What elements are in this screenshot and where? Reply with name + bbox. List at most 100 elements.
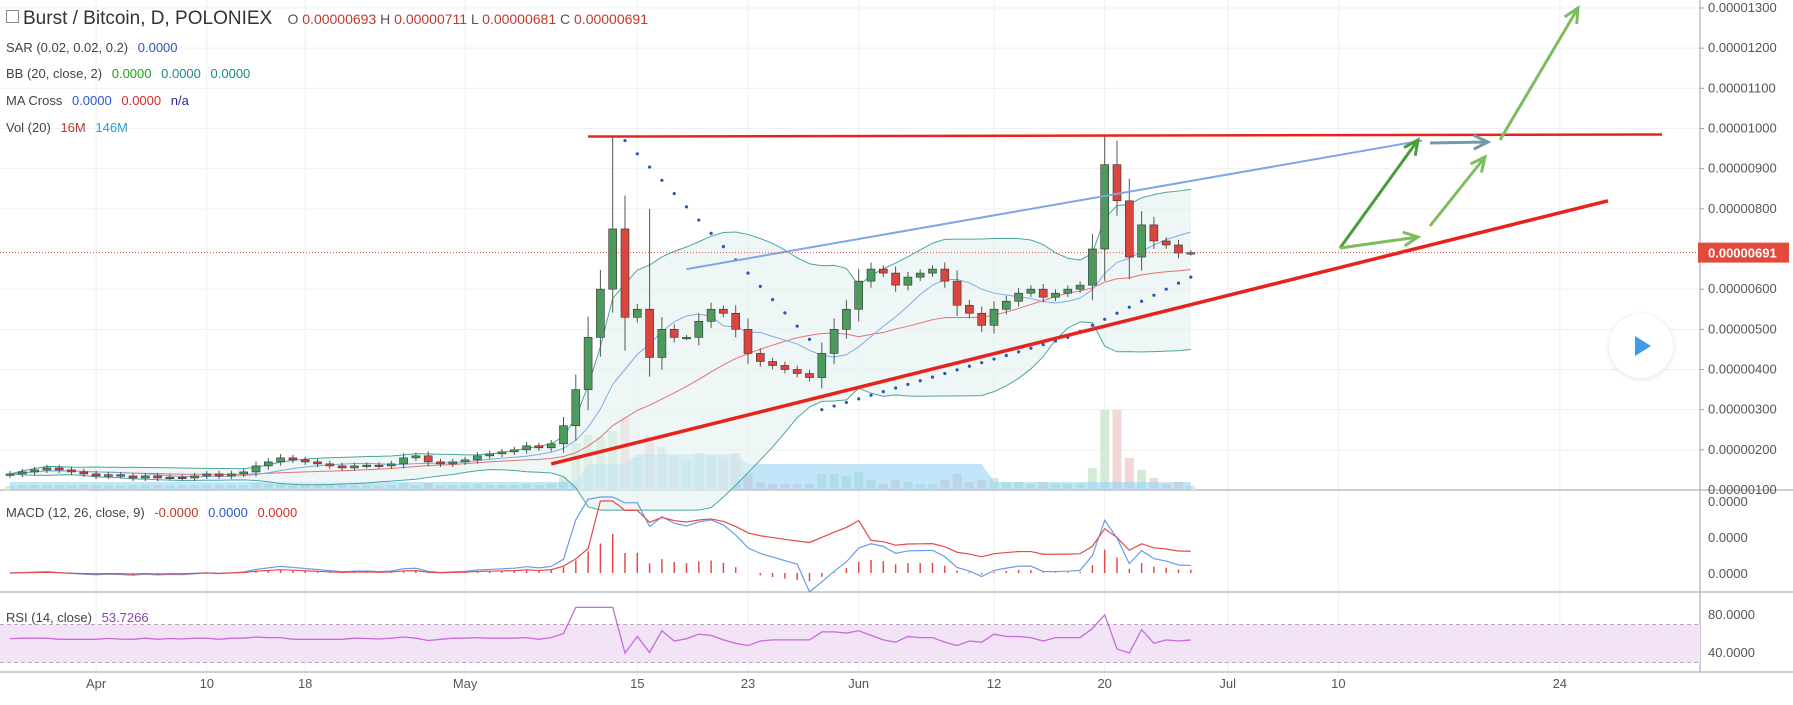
- legend-sar[interactable]: SAR (0.02, 0.02, 0.2) 0.0000: [6, 40, 184, 55]
- candle-body: [67, 469, 76, 473]
- y-tick-label: 0.00000100: [1708, 482, 1777, 497]
- candle: [1063, 285, 1073, 297]
- candle: [780, 361, 790, 374]
- arrow-shaft: [1428, 156, 1487, 227]
- candle: [571, 374, 581, 441]
- candle-body: [276, 457, 285, 463]
- sar-dot: [648, 165, 652, 169]
- ma-cross-label: MA Cross: [6, 93, 63, 108]
- sar-dot: [746, 271, 750, 275]
- candle: [952, 270, 962, 317]
- candle-body: [1088, 248, 1097, 286]
- candle-body: [891, 272, 900, 286]
- close-value: 0.00000691: [574, 11, 648, 27]
- candle-body: [878, 268, 888, 274]
- y-tick-label: 0.00000500: [1708, 321, 1777, 336]
- sar-dot: [869, 393, 873, 397]
- candle: [706, 302, 716, 328]
- candle-body: [1075, 284, 1085, 290]
- candle: [768, 357, 777, 370]
- current-price-badge: [1698, 242, 1789, 263]
- candle: [214, 470, 224, 480]
- sar-dot: [721, 244, 726, 249]
- legend-rsi[interactable]: RSI (14, close) 53.7266: [6, 610, 155, 625]
- legend-vol[interactable]: Vol (20) 16M 146M: [6, 120, 134, 135]
- candle: [583, 316, 593, 411]
- candle: [54, 464, 64, 474]
- candle-body: [1026, 288, 1036, 294]
- play-replay-button[interactable]: [1609, 314, 1673, 378]
- candle-body: [559, 425, 568, 445]
- candle: [30, 466, 39, 476]
- candle: [239, 468, 248, 478]
- arrow-shaft: [1339, 235, 1419, 250]
- candle: [1149, 216, 1159, 249]
- candle: [866, 262, 876, 288]
- candle: [386, 460, 396, 470]
- candle: [1161, 237, 1171, 249]
- symbol-title[interactable]: Burst / Bitcoin, D, POLONIEX: [23, 8, 273, 29]
- candle: [436, 458, 445, 468]
- candle: [546, 439, 556, 452]
- y-tick-label: 0.00000800: [1708, 201, 1777, 216]
- sar-dot: [857, 397, 861, 401]
- candle-body: [288, 457, 298, 461]
- candle: [177, 474, 187, 481]
- x-tick-label: May: [453, 676, 478, 691]
- candle-body: [104, 474, 113, 477]
- candle: [116, 471, 125, 479]
- candle-body: [854, 280, 864, 310]
- candle: [288, 454, 298, 463]
- candle-body: [165, 476, 175, 479]
- sar-dot: [783, 311, 787, 315]
- candle-body: [706, 308, 716, 322]
- candle: [755, 348, 765, 367]
- candle-body: [214, 473, 224, 477]
- legend-ma-cross[interactable]: MA Cross 0.0000 0.0000 n/a: [6, 93, 195, 108]
- candle: [313, 458, 322, 468]
- candle: [460, 456, 470, 465]
- sar-dot: [1090, 323, 1094, 327]
- candle-body: [263, 461, 273, 467]
- candle: [645, 208, 654, 377]
- bb-basis-value: 0.0000: [111, 66, 152, 81]
- x-tick-label: 12: [987, 676, 1001, 691]
- candle: [620, 195, 630, 351]
- candle-body: [866, 268, 876, 282]
- candle-body: [694, 320, 704, 338]
- candle: [411, 452, 421, 461]
- candle: [1088, 233, 1097, 301]
- candle: [669, 324, 679, 343]
- vol-ma-value: 146M: [95, 120, 128, 135]
- low-label: L: [470, 11, 479, 27]
- high-label: H: [380, 11, 391, 27]
- legend-macd[interactable]: MACD (12, 26, close, 9) -0.0000 0.0000 0…: [6, 505, 303, 520]
- candle-body: [743, 329, 753, 354]
- collapse-checkbox-icon[interactable]: [6, 10, 19, 23]
- play-icon: [1635, 336, 1651, 356]
- candle: [128, 472, 138, 482]
- sar-value: 0.0000: [137, 40, 178, 55]
- arrow-head: [1563, 5, 1580, 25]
- arrow-head: [1402, 230, 1422, 248]
- vol-label: Vol (20): [6, 120, 51, 135]
- legend-bb[interactable]: BB (20, close, 2) 0.0000 0.0000 0.0000: [6, 66, 256, 81]
- sar-dot: [1164, 287, 1168, 291]
- candle-body: [842, 308, 851, 330]
- candle-body: [632, 308, 642, 318]
- sar-dot: [955, 368, 959, 372]
- x-tick-label: Jun: [848, 676, 869, 691]
- candle-body: [141, 475, 150, 479]
- candle-body: [460, 459, 470, 463]
- macd-signal-line: [9, 500, 1191, 575]
- candle: [91, 470, 101, 480]
- candle: [842, 299, 851, 339]
- sar-dot: [844, 400, 849, 405]
- candle: [792, 365, 802, 378]
- candle-body: [903, 276, 913, 286]
- candle-body: [1063, 288, 1073, 294]
- candle-body: [596, 288, 605, 338]
- channel-top-line: [686, 139, 1423, 271]
- sar-dot: [1140, 299, 1144, 303]
